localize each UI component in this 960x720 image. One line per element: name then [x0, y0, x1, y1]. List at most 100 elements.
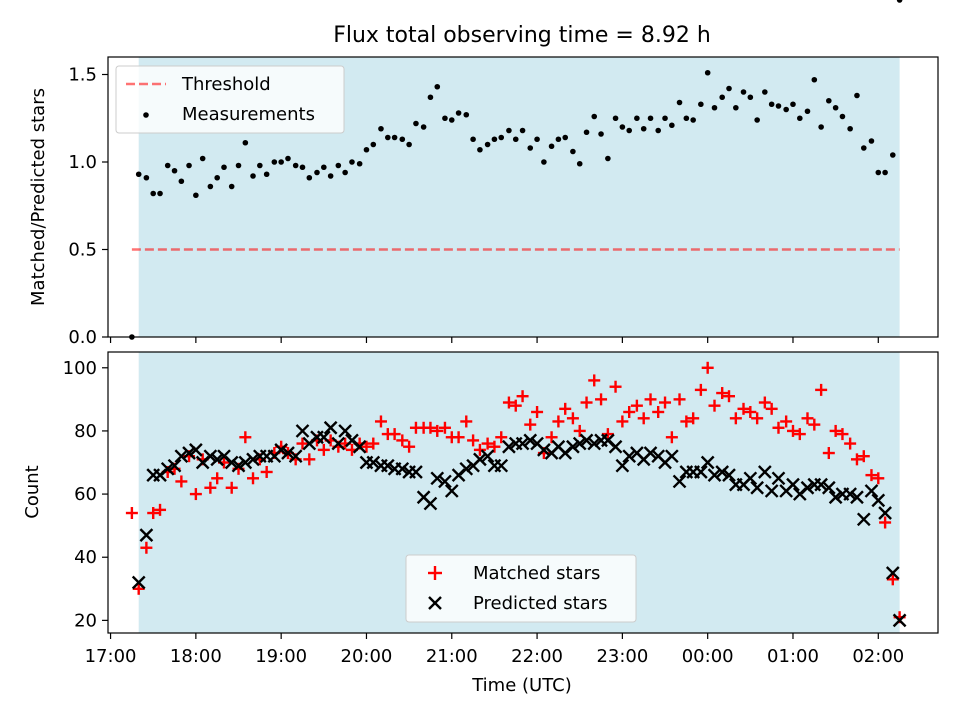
- y-tick-label: 0.5: [68, 240, 97, 261]
- measurement-point: [704, 69, 711, 76]
- measurement-point: [719, 94, 725, 101]
- measurement-point: [811, 76, 818, 83]
- predicted-star-point: [843, 487, 857, 501]
- matched-star-point: [552, 415, 565, 428]
- measurement-point: [534, 136, 540, 143]
- matched-star-point: [524, 418, 537, 431]
- matched-star-point: [865, 469, 878, 482]
- measurement-point: [306, 174, 313, 181]
- predicted-star-point: [288, 449, 303, 464]
- measurement-point: [171, 167, 178, 174]
- predicted-star-point: [423, 496, 438, 511]
- predicted-star-point: [864, 484, 879, 498]
- matched-star-point: [531, 405, 544, 418]
- measurement-point: [391, 134, 398, 141]
- matched-legend-swatch: [428, 566, 442, 580]
- ratio-panel: 0.0 0.5 1.0 1.5 Matched/Predicted stars Thr…: [28, 0, 939, 348]
- measurement-point: [278, 159, 284, 165]
- predicted-star-point: [316, 430, 331, 445]
- matched-star-point: [744, 405, 757, 418]
- matched-star-point: [303, 453, 316, 466]
- ratio-x-ticks: [109, 337, 879, 343]
- measurement-point: [839, 113, 846, 120]
- measurement-point: [640, 125, 647, 132]
- matched-star-point: [488, 440, 501, 453]
- measurement-point: [619, 124, 626, 130]
- matched-star-point: [573, 424, 586, 437]
- matched-star-point: [857, 450, 870, 463]
- predicted-star-point: [189, 443, 203, 457]
- measurement-point: [826, 97, 832, 104]
- measurement-point: [271, 159, 278, 165]
- x-tick-label: 19:00: [255, 646, 307, 667]
- measurement-point: [754, 117, 760, 123]
- measurement-point: [257, 162, 263, 169]
- measurement-point: [299, 164, 306, 171]
- measurement-point: [562, 134, 569, 141]
- x-tick-label: 20:00: [341, 646, 393, 667]
- measurement-point: [655, 127, 662, 134]
- measurement-point: [548, 143, 555, 150]
- matched-star-point: [467, 434, 480, 447]
- matched-star-point: [431, 424, 444, 437]
- predicted-star-point: [131, 575, 146, 590]
- matched-star-point: [801, 412, 814, 425]
- threshold-legend-label: Threshold: [181, 74, 271, 95]
- count-panel: 20 40 60 80 100 17:00 18:00 19:00 20:00 21:00 22:…: [22, 351, 939, 696]
- predicted-star-point: [892, 613, 907, 628]
- predicted-star-point: [160, 461, 175, 476]
- measurement-point: [342, 169, 348, 176]
- predicted-star-point: [409, 465, 423, 479]
- measurement-point: [747, 94, 754, 101]
- measurement-point: [442, 115, 448, 122]
- matched-star-point: [595, 393, 608, 406]
- matched-star-point: [793, 428, 806, 441]
- predicted-star-point: [380, 458, 395, 473]
- matched-star-point: [204, 481, 217, 494]
- predicted-star-point: [430, 471, 445, 486]
- measurement-point: [321, 164, 327, 171]
- matched-star-point: [211, 472, 224, 485]
- predicted-star-point: [210, 452, 225, 467]
- predicted-star-point: [515, 436, 530, 451]
- predicted-legend-label: Predicted stars: [473, 593, 607, 614]
- measurement-point: [591, 113, 598, 120]
- measurement-point: [740, 89, 747, 95]
- measurement-point: [235, 162, 242, 169]
- matched-star-point: [175, 475, 188, 488]
- predicted-star-point: [537, 443, 551, 457]
- measurement-point: [783, 106, 789, 113]
- x-tick-label: 22:00: [511, 646, 563, 667]
- predicted-star-point: [352, 439, 367, 454]
- measurements-legend-label: Measurements: [182, 104, 315, 125]
- measurement-point: [832, 104, 839, 111]
- count-y-axis-label: Count: [22, 465, 43, 518]
- matched-star-point: [403, 440, 416, 453]
- predicted-star-point: [814, 477, 828, 492]
- predicted-star-point: [750, 480, 765, 495]
- matched-star-point: [716, 387, 729, 400]
- matched-star-point: [637, 412, 650, 425]
- measurement-point: [292, 162, 299, 169]
- matched-star-point: [844, 437, 857, 450]
- matched-star-point: [374, 415, 387, 428]
- count-y-axis: 20 40 60 80 100: [63, 358, 108, 631]
- measurement-point: [875, 169, 882, 176]
- measurement-point: [349, 159, 355, 165]
- predicted-star-point: [331, 436, 346, 451]
- measurement-point: [847, 125, 853, 132]
- measurement-point: [711, 104, 718, 111]
- measurement-point: [143, 174, 150, 181]
- predicted-star-point: [338, 424, 352, 438]
- predicted-star-point: [615, 458, 630, 473]
- x-axis-label: Time (UTC): [471, 675, 572, 696]
- predicted-star-point: [438, 474, 452, 489]
- predicted-star-point: [395, 461, 410, 476]
- predicted-star-point: [502, 439, 516, 454]
- predicted-star-point: [167, 458, 182, 473]
- matched-star-point: [225, 481, 238, 494]
- predicted-star-point: [786, 477, 800, 492]
- measurement-point: [669, 122, 675, 129]
- matched-star-point: [751, 412, 764, 425]
- matched-star-point: [701, 361, 714, 374]
